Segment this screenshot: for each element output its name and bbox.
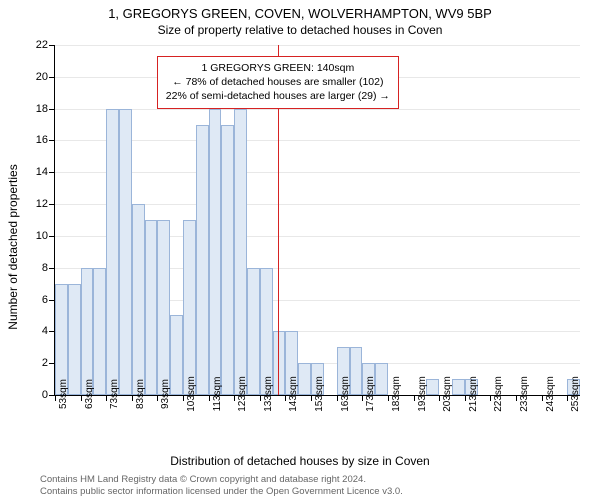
ytick-mark xyxy=(49,77,55,78)
histogram-bar xyxy=(106,109,119,395)
xtick-label: 93sqm xyxy=(160,379,171,409)
ytick-label: 20 xyxy=(20,71,48,83)
ytick-label: 22 xyxy=(20,39,48,51)
xtick-label: 113sqm xyxy=(212,377,223,412)
xtick-mark xyxy=(285,395,286,401)
histogram-bar xyxy=(157,220,170,395)
ytick-mark xyxy=(49,268,55,269)
histogram-bar xyxy=(350,347,363,395)
chart-title-line1: 1, GREGORYS GREEN, COVEN, WOLVERHAMPTON,… xyxy=(0,6,600,21)
xtick-mark xyxy=(81,395,82,401)
attribution-line: Contains HM Land Registry data © Crown c… xyxy=(40,474,403,486)
ytick-label: 6 xyxy=(20,294,48,306)
xtick-mark xyxy=(414,395,415,401)
xtick-mark xyxy=(132,395,133,401)
ytick-mark xyxy=(49,45,55,46)
xtick-label: 63sqm xyxy=(84,379,95,409)
ytick-mark xyxy=(49,236,55,237)
xtick-label: 213sqm xyxy=(468,376,479,412)
xtick-mark xyxy=(542,395,543,401)
xtick-label: 233sqm xyxy=(519,376,530,412)
xtick-label: 223sqm xyxy=(493,376,504,412)
histogram-bar xyxy=(375,363,388,395)
xtick-mark xyxy=(234,395,235,401)
histogram-bar xyxy=(68,284,81,395)
xtick-label: 243sqm xyxy=(545,376,556,412)
ytick-label: 12 xyxy=(20,198,48,210)
x-axis-label: Distribution of detached houses by size … xyxy=(0,454,600,468)
histogram-bar xyxy=(221,125,234,395)
gridline xyxy=(55,109,580,110)
xtick-mark xyxy=(465,395,466,401)
ytick-label: 4 xyxy=(20,325,48,337)
xtick-mark xyxy=(388,395,389,401)
ytick-label: 0 xyxy=(20,389,48,401)
xtick-label: 53sqm xyxy=(58,379,69,409)
xtick-label: 103sqm xyxy=(186,376,197,412)
histogram-bar xyxy=(452,379,465,395)
ytick-mark xyxy=(49,140,55,141)
xtick-mark xyxy=(183,395,184,401)
xtick-mark xyxy=(260,395,261,401)
xtick-label: 203sqm xyxy=(442,376,453,412)
histogram-bar xyxy=(209,109,222,395)
chart-title-line2: Size of property relative to detached ho… xyxy=(0,23,600,37)
histogram-bar xyxy=(298,363,311,395)
histogram-bar xyxy=(132,204,145,395)
info-box: 1 GREGORYS GREEN: 140sqm← 78% of detache… xyxy=(157,56,399,109)
xtick-mark xyxy=(157,395,158,401)
ytick-label: 14 xyxy=(20,166,48,178)
histogram-bar xyxy=(119,109,132,395)
xtick-label: 253sqm xyxy=(570,376,581,412)
ytick-label: 18 xyxy=(20,103,48,115)
ytick-mark xyxy=(49,204,55,205)
histogram-bar xyxy=(145,220,158,395)
gridline xyxy=(55,140,580,141)
xtick-mark xyxy=(55,395,56,401)
histogram-bar xyxy=(196,125,209,395)
attribution-text: Contains HM Land Registry data © Crown c… xyxy=(40,474,403,498)
xtick-label: 163sqm xyxy=(340,376,351,412)
attribution-line: Contains public sector information licen… xyxy=(40,486,403,498)
ytick-mark xyxy=(49,172,55,173)
xtick-label: 73sqm xyxy=(109,379,120,409)
gridline xyxy=(55,172,580,173)
chart-plot-area: 024681012141618202253sqm63sqm73sqm83sqm9… xyxy=(55,45,580,396)
histogram-bar xyxy=(426,379,439,395)
gridline xyxy=(55,45,580,46)
info-box-line: ← 78% of detached houses are smaller (10… xyxy=(166,75,390,89)
histogram-bar xyxy=(247,268,260,395)
xtick-mark xyxy=(516,395,517,401)
histogram-bar xyxy=(93,268,106,395)
histogram-bar xyxy=(234,109,247,395)
xtick-mark xyxy=(209,395,210,401)
histogram-bar xyxy=(81,268,94,395)
xtick-mark xyxy=(106,395,107,401)
ytick-mark xyxy=(49,109,55,110)
xtick-label: 143sqm xyxy=(288,376,299,412)
xtick-mark xyxy=(567,395,568,401)
histogram-bar xyxy=(170,315,183,395)
xtick-label: 123sqm xyxy=(237,376,248,412)
ytick-label: 8 xyxy=(20,262,48,274)
xtick-mark xyxy=(337,395,338,401)
ytick-label: 16 xyxy=(20,134,48,146)
chart-container: 1, GREGORYS GREEN, COVEN, WOLVERHAMPTON,… xyxy=(0,0,600,500)
xtick-label: 173sqm xyxy=(365,376,376,412)
xtick-mark xyxy=(439,395,440,401)
xtick-label: 193sqm xyxy=(417,376,428,412)
xtick-label: 133sqm xyxy=(263,376,274,412)
info-box-line: 22% of semi-detached houses are larger (… xyxy=(166,89,390,103)
xtick-mark xyxy=(311,395,312,401)
xtick-label: 183sqm xyxy=(391,376,402,412)
xtick-label: 83sqm xyxy=(135,379,146,409)
ytick-label: 2 xyxy=(20,357,48,369)
xtick-mark xyxy=(490,395,491,401)
xtick-mark xyxy=(362,395,363,401)
xtick-label: 153sqm xyxy=(314,376,325,412)
histogram-bar xyxy=(183,220,196,395)
info-box-line: 1 GREGORYS GREEN: 140sqm xyxy=(166,61,390,75)
y-axis-label: Number of detached properties xyxy=(6,147,20,347)
ytick-label: 10 xyxy=(20,230,48,242)
